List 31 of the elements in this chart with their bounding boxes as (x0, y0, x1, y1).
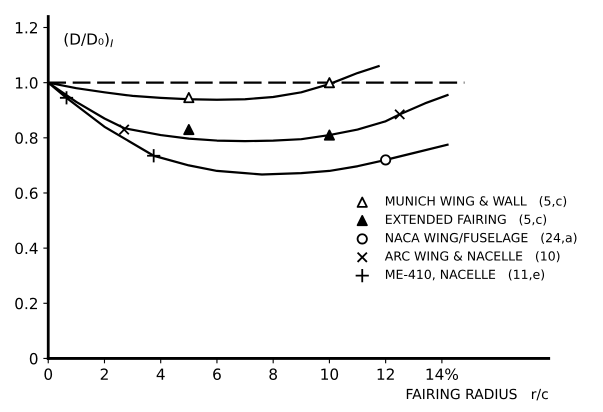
legend-label: EXTENDED FAIRING (5,c) (386, 214, 546, 226)
y-axis-title: (D/D₀)$_{I}$ (64, 33, 113, 48)
point (324, 130, 335, 141)
y-tick-label: 0.2 (15, 298, 37, 310)
x-tick-label: 0 (44, 368, 52, 380)
point (394, 108, 406, 120)
point (183, 124, 194, 136)
y-tick-label: 0.8 (15, 132, 38, 144)
point (183, 92, 194, 104)
point (324, 77, 335, 88)
legend-label: ME-410, NACELLE (11,e) (386, 269, 544, 281)
x-tick-label: 10 (321, 368, 338, 380)
x-tick-label: 2 (100, 368, 108, 380)
point (380, 154, 392, 166)
x-tick-label: 6 (213, 368, 221, 380)
legend-label: ARC WING & NACELLE (10) (384, 251, 560, 262)
y-tick-label: 0.6 (15, 187, 38, 199)
y-tick-label: 1.0 (16, 77, 38, 89)
x-tick-label: 8 (269, 368, 277, 380)
x-tick-label: 14% (426, 368, 458, 380)
legend-label: NACA WING/FUSELAGE (24,a) (386, 232, 576, 244)
y-tick-label: 1.2 (16, 22, 37, 34)
point (59, 90, 74, 106)
x-axis-title: FAIRING RADIUS r/c (406, 388, 548, 400)
point (118, 124, 130, 136)
point (146, 148, 162, 164)
x-tick-label: 12 (378, 368, 394, 380)
y-tick-label: 0 (30, 352, 38, 364)
x-tick-label: 4 (156, 368, 165, 380)
y-tick-label: 0.4 (15, 242, 38, 254)
legend-label: MUNICH WING & WALL (5,c) (386, 196, 566, 208)
